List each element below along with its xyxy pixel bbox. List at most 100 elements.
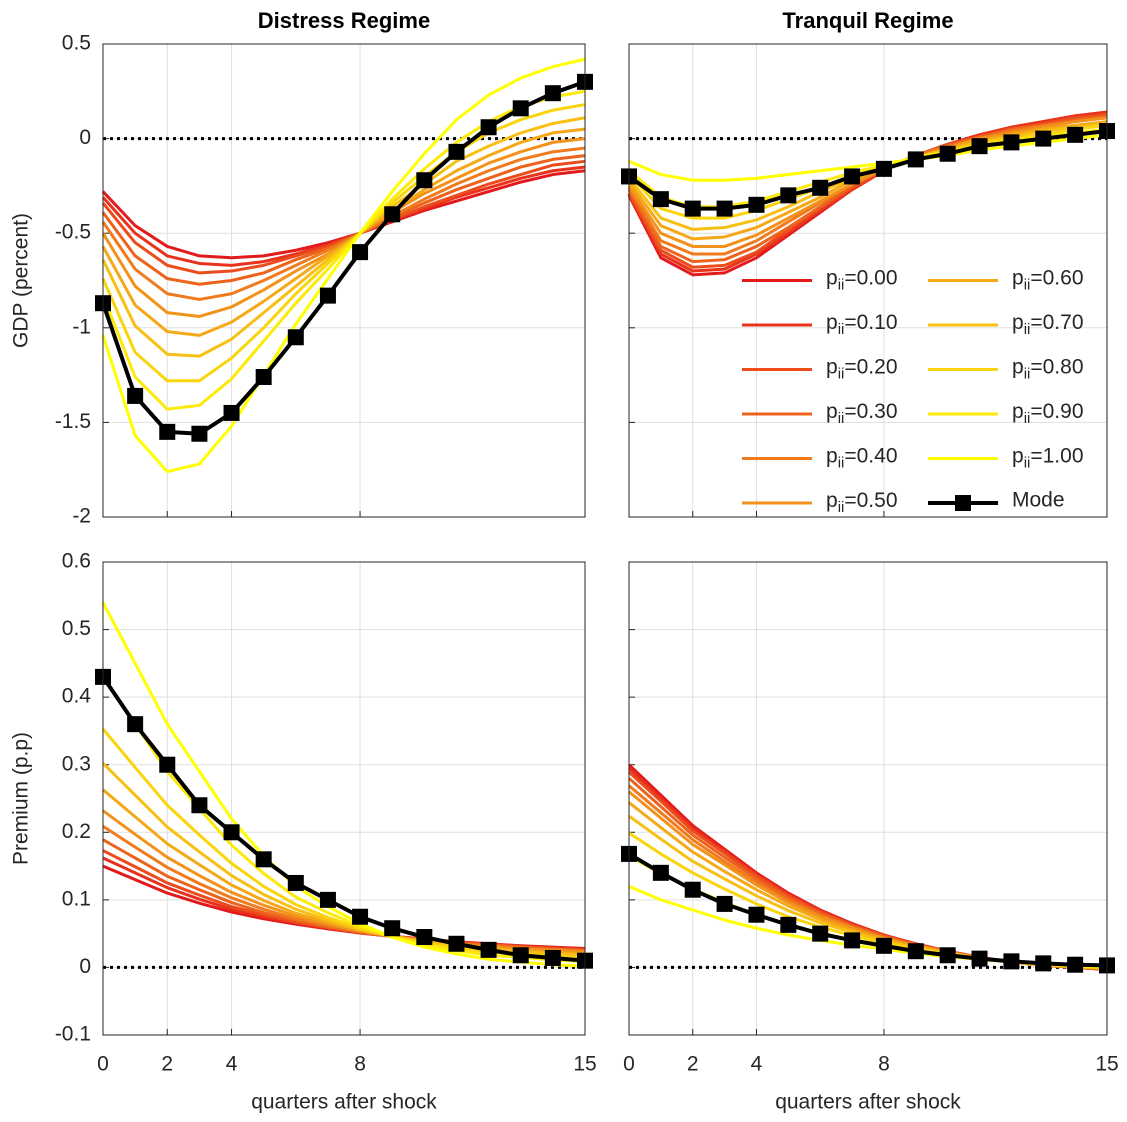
marker: [127, 387, 144, 404]
series-line: [101, 146, 586, 301]
y-tick-label: -0.1: [55, 1023, 91, 1046]
series-line: [627, 852, 1108, 968]
legend-label: pii=0.60: [1012, 266, 1084, 293]
marker: [448, 935, 465, 952]
marker: [939, 947, 956, 964]
marker: [780, 187, 797, 204]
marker: [780, 916, 797, 933]
x-tick-label: 8: [878, 1053, 890, 1076]
x-axis-label: quarters after shock: [775, 1091, 961, 1114]
y-tick-label: -2: [72, 505, 91, 528]
plot-area: [629, 44, 1107, 517]
marker: [844, 932, 861, 949]
x-tick-label: 0: [97, 1053, 109, 1076]
panel-title: Tranquil Regime: [782, 8, 953, 33]
marker: [384, 206, 401, 223]
marker: [1035, 130, 1052, 147]
marker: [352, 244, 369, 261]
y-tick-label: 0.5: [62, 32, 91, 55]
marker: [544, 949, 561, 966]
marker: [159, 756, 176, 773]
marker: [127, 716, 144, 733]
marker: [907, 151, 924, 168]
marker: [352, 908, 369, 925]
y-tick-label: 0: [79, 126, 91, 149]
marker: [480, 941, 497, 958]
marker: [748, 196, 765, 213]
marker: [652, 191, 669, 208]
y-tick-label: 0.1: [62, 887, 91, 910]
series-line: [627, 129, 1108, 211]
y-tick-label: 0: [79, 955, 91, 978]
y-tick-label: 0.5: [62, 617, 91, 640]
marker: [875, 937, 892, 954]
marker: [544, 85, 561, 102]
series-line: [101, 601, 586, 968]
legend-label: Mode: [1012, 489, 1065, 512]
marker: [512, 947, 529, 964]
legend-label: pii=0.00: [826, 266, 898, 293]
x-tick-label: 8: [354, 1053, 366, 1076]
series-line: [101, 675, 586, 963]
series-line: [101, 57, 586, 474]
legend-label: pii=0.90: [1012, 400, 1084, 427]
series-line: [101, 79, 586, 436]
marker: [384, 920, 401, 937]
y-tick-label: 0.6: [62, 550, 91, 573]
x-axis-label: quarters after shock: [251, 1091, 437, 1114]
x-tick-label: 2: [687, 1053, 699, 1076]
panel-title: Distress Regime: [258, 8, 430, 33]
marker: [191, 425, 208, 442]
marker: [255, 851, 272, 868]
marker: [191, 797, 208, 814]
marker: [748, 906, 765, 923]
legend-label: pii=0.80: [1012, 355, 1084, 382]
marker: [1035, 955, 1052, 972]
marker: [812, 179, 829, 196]
marker: [875, 160, 892, 177]
series-line: [627, 116, 1108, 248]
plot-area: [103, 562, 585, 1035]
axes-frame: [102, 43, 586, 518]
legend-label: pii=0.30: [826, 400, 898, 427]
marker: [684, 881, 701, 898]
marker: [319, 287, 336, 304]
marker: [844, 168, 861, 185]
marker: [223, 404, 240, 421]
series-line: [101, 675, 586, 963]
y-tick-label: -1: [72, 315, 91, 338]
legend-label: pii=1.00: [1012, 444, 1084, 471]
axes-frame: [102, 561, 586, 1036]
marker: [287, 329, 304, 346]
x-tick-label: 4: [751, 1053, 763, 1076]
y-tick-label: 0.4: [62, 685, 92, 708]
marker: [716, 895, 733, 912]
x-tick-label: 4: [226, 1053, 238, 1076]
marker: [939, 145, 956, 162]
marker: [971, 950, 988, 967]
marker: [652, 864, 669, 881]
marker: [448, 143, 465, 160]
marker: [223, 824, 240, 841]
x-tick-label: 15: [1095, 1053, 1118, 1076]
y-axis-label: GDP (percent): [10, 213, 33, 348]
marker: [1003, 134, 1020, 151]
marker: [812, 925, 829, 942]
marker: [159, 423, 176, 440]
marker: [1067, 126, 1084, 143]
marker: [512, 100, 529, 117]
legend-label: pii=0.70: [1012, 311, 1084, 338]
marker: [287, 874, 304, 891]
y-tick-label: -1.5: [55, 410, 91, 433]
marker: [416, 929, 433, 946]
legend-label: pii=0.10: [826, 311, 898, 338]
marker: [1003, 953, 1020, 970]
marker: [684, 200, 701, 217]
marker: [255, 368, 272, 385]
marker: [716, 200, 733, 217]
marker: [416, 172, 433, 189]
y-tick-label: -0.5: [55, 221, 91, 244]
marker: [480, 119, 497, 136]
legend-label: pii=0.50: [826, 489, 898, 516]
